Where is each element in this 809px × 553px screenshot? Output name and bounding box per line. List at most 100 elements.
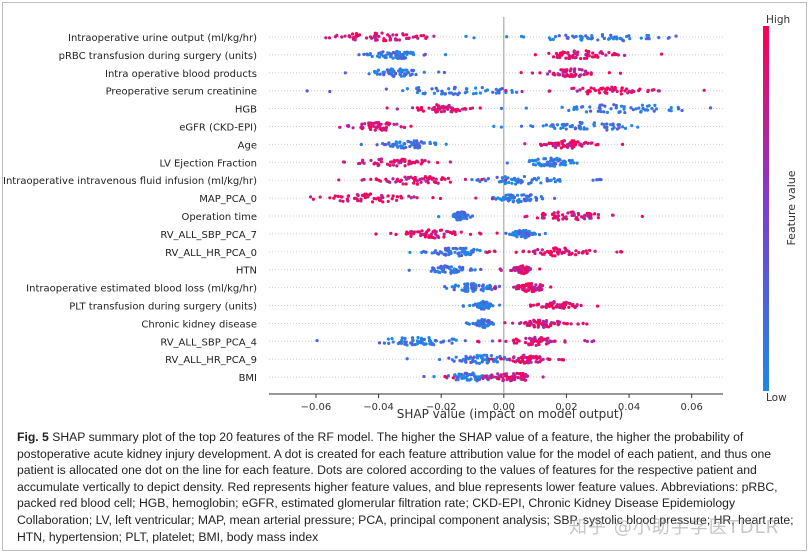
shap-dot <box>333 35 337 39</box>
shap-dot <box>580 121 584 125</box>
shap-dot <box>515 341 519 345</box>
shap-dot <box>478 91 482 95</box>
shap-dot <box>397 140 402 145</box>
shap-dot <box>422 34 426 38</box>
shap-dot <box>509 177 514 181</box>
shap-dot <box>478 106 482 110</box>
shap-dot <box>519 178 523 182</box>
shap-dot <box>524 231 529 235</box>
shap-dot <box>552 164 557 168</box>
shap-dot <box>463 288 467 292</box>
shap-dot <box>372 125 376 129</box>
shap-dot <box>626 91 630 95</box>
shap-dot <box>534 354 538 358</box>
shap-dot <box>519 70 523 75</box>
shap-dot <box>538 71 542 75</box>
shap-dot <box>493 249 497 254</box>
shap-dot <box>405 68 409 72</box>
shap-dot <box>506 198 510 202</box>
shap-dot <box>471 357 475 362</box>
shap-dot <box>547 141 552 146</box>
shap-dot <box>504 178 508 182</box>
shap-dot <box>360 160 365 164</box>
shap-dot <box>537 342 541 347</box>
shap-dot <box>516 179 520 183</box>
shap-dot <box>399 194 403 198</box>
shap-dot <box>552 177 556 181</box>
shap-dot <box>512 285 516 289</box>
shap-dot <box>566 36 570 40</box>
shap-dot <box>647 33 651 38</box>
shap-dot <box>328 89 332 94</box>
shap-dot <box>445 265 450 269</box>
shap-dot <box>527 250 531 254</box>
shap-dot <box>485 353 489 357</box>
feature-label: RV_ALL_SBP_PCA_7 <box>160 230 257 241</box>
shap-dot <box>338 199 342 203</box>
shap-dot <box>464 246 468 250</box>
shap-dot <box>401 89 405 93</box>
shap-dot <box>375 70 379 74</box>
shap-dot <box>430 107 435 112</box>
shap-dot <box>592 87 596 91</box>
shap-dot <box>391 68 395 72</box>
shap-dot <box>452 288 456 292</box>
shap-dot <box>437 104 441 108</box>
shap-dot <box>550 212 555 216</box>
shap-dot <box>465 282 470 286</box>
shap-dot <box>354 34 358 38</box>
shap-dot <box>541 124 545 128</box>
shap-dot <box>562 216 566 220</box>
shap-dot <box>377 157 381 162</box>
shap-dot <box>498 303 502 307</box>
shap-dot <box>360 178 364 182</box>
shap-dot <box>504 193 508 197</box>
shap-dot <box>419 162 423 166</box>
shap-dot <box>420 250 424 255</box>
shap-dot <box>596 212 601 217</box>
shap-dot <box>410 342 414 346</box>
shap-dot <box>456 212 460 217</box>
shap-dot <box>542 142 546 147</box>
shap-dot <box>416 36 420 40</box>
shap-dot <box>459 230 463 234</box>
shap-dot <box>387 71 391 75</box>
x-tick-label: −0.02 <box>426 402 457 413</box>
shap-dot <box>537 161 541 165</box>
caption-text: SHAP summary plot of the top 20 features… <box>17 430 794 544</box>
shap-dot <box>409 124 413 128</box>
shap-dot <box>433 249 438 253</box>
shap-dot <box>536 320 540 324</box>
shap-dot <box>574 72 578 76</box>
shap-dot <box>423 52 427 56</box>
shap-dot <box>459 210 463 214</box>
shap-dot <box>435 160 440 165</box>
shap-dot <box>308 195 313 199</box>
shap-dot <box>536 157 540 161</box>
shap-dot <box>440 89 444 93</box>
shap-dot <box>433 232 438 236</box>
shap-dot <box>436 266 440 270</box>
shap-dot <box>567 108 571 113</box>
feature-label: pRBC transfusion during surgery (units) <box>59 51 257 62</box>
shap-dot <box>548 69 552 73</box>
shap-dot <box>431 266 435 270</box>
shap-dot <box>394 141 399 145</box>
shap-dot <box>415 139 419 143</box>
shap-dot <box>499 106 504 110</box>
shap-dot <box>574 55 578 60</box>
shap-dot <box>500 86 504 91</box>
shap-dot <box>552 249 556 253</box>
shap-dot <box>424 232 428 236</box>
shap-dot <box>419 180 423 184</box>
shap-dot <box>529 193 533 197</box>
shap-dot <box>409 175 413 179</box>
shap-dot <box>428 338 432 342</box>
shap-dot <box>396 145 400 149</box>
shap-dot <box>647 37 651 41</box>
shap-dot <box>582 141 586 145</box>
shap-dot <box>450 341 454 345</box>
shap-dot <box>553 180 558 184</box>
shap-dot <box>450 337 454 341</box>
shap-dot <box>565 143 569 147</box>
